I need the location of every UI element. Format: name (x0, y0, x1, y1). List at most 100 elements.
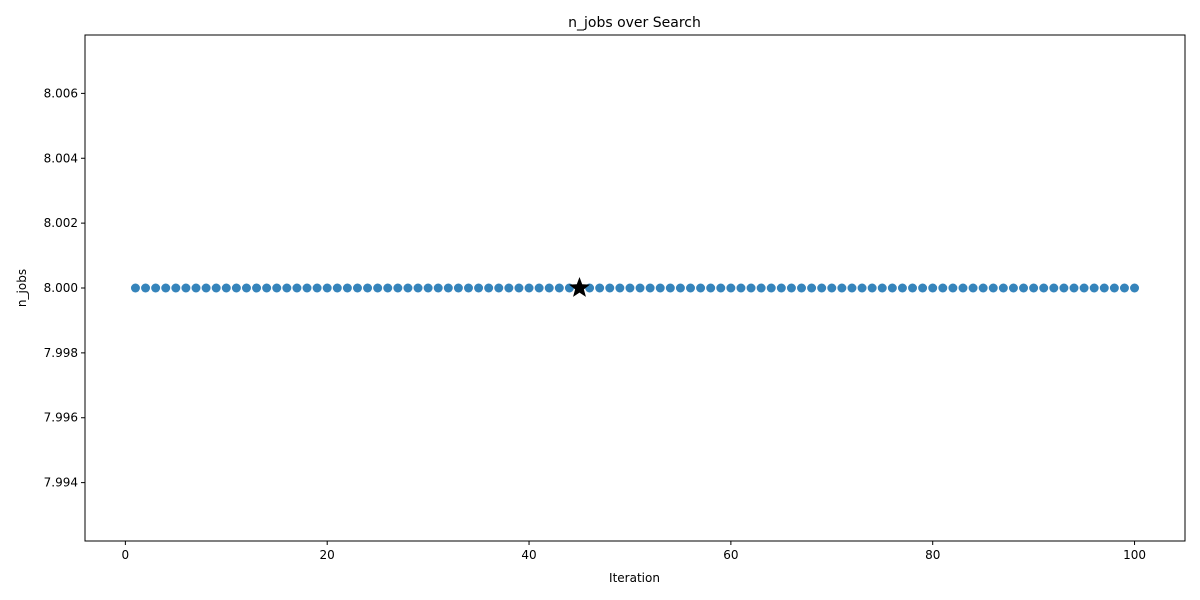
best-point-star (569, 277, 590, 297)
data-point (726, 283, 736, 293)
data-point (241, 283, 251, 293)
data-point (363, 283, 373, 293)
data-point (322, 283, 332, 293)
data-point (524, 283, 534, 293)
data-point (352, 283, 362, 293)
plot-frame (84, 34, 1186, 542)
data-point (958, 283, 968, 293)
y-tick-label: 8.002 (44, 216, 78, 230)
data-point (474, 283, 484, 293)
data-point (443, 283, 453, 293)
data-point (1039, 283, 1049, 293)
data-point (645, 283, 655, 293)
data-point (393, 283, 403, 293)
data-point (554, 283, 564, 293)
data-point (716, 283, 726, 293)
data-point (897, 283, 907, 293)
data-point (1119, 283, 1129, 293)
data-point (383, 283, 393, 293)
x-tick-label: 0 (122, 548, 130, 562)
data-point (736, 283, 746, 293)
data-point (615, 283, 625, 293)
data-point (130, 283, 140, 293)
data-point (484, 283, 494, 293)
data-point (494, 283, 504, 293)
data-point (1049, 283, 1059, 293)
data-point (706, 283, 716, 293)
data-point (918, 283, 928, 293)
data-point (1059, 283, 1069, 293)
data-point (837, 283, 847, 293)
data-point (1008, 283, 1018, 293)
data-point (655, 283, 665, 293)
data-point (928, 283, 938, 293)
data-point (595, 283, 605, 293)
x-axis: 0 20 40 60 80 100 (122, 541, 1146, 562)
data-point (847, 283, 857, 293)
data-point (675, 283, 685, 293)
x-tick-label: 20 (320, 548, 335, 562)
data-point (857, 283, 867, 293)
data-point (1130, 283, 1140, 293)
data-point (988, 283, 998, 293)
data-point (463, 283, 473, 293)
data-point (161, 283, 171, 293)
data-point (413, 283, 423, 293)
data-point (312, 283, 322, 293)
data-point (998, 283, 1008, 293)
data-point (332, 283, 342, 293)
y-tick-label: 8.000 (44, 281, 78, 295)
data-point (817, 283, 827, 293)
data-point (827, 283, 837, 293)
data-point (403, 283, 413, 293)
data-point (766, 283, 776, 293)
data-point (282, 283, 292, 293)
data-point (544, 283, 554, 293)
data-point (423, 283, 433, 293)
data-point (373, 283, 383, 293)
data-point (252, 283, 262, 293)
best-point-marker-group (569, 277, 590, 297)
data-point (948, 283, 958, 293)
data-point (1099, 283, 1109, 293)
data-point (514, 283, 524, 293)
data-point (342, 283, 352, 293)
data-point (665, 283, 675, 293)
data-point (968, 283, 978, 293)
data-point (453, 283, 463, 293)
data-point (625, 283, 635, 293)
data-point (1089, 283, 1099, 293)
data-point (504, 283, 514, 293)
data-point (1079, 283, 1089, 293)
data-point (887, 283, 897, 293)
data-point (534, 283, 544, 293)
y-axis: 7.994 7.996 7.998 8.000 8.002 8.004 8.006 (44, 86, 85, 490)
data-point (1019, 283, 1029, 293)
data-point (171, 283, 181, 293)
y-tick-label: 7.998 (44, 346, 78, 360)
data-point (877, 283, 887, 293)
data-point (746, 283, 756, 293)
data-point (191, 283, 201, 293)
data-point (262, 283, 272, 293)
y-tick-label: 8.006 (44, 86, 78, 100)
x-tick-label: 100 (1123, 548, 1146, 562)
data-point (201, 283, 211, 293)
x-axis-label: Iteration (609, 571, 660, 585)
chart-title: n_jobs over Search (568, 15, 701, 31)
data-point (786, 283, 796, 293)
data-point (272, 283, 282, 293)
data-point (686, 283, 696, 293)
data-point (151, 283, 161, 293)
data-point (433, 283, 443, 293)
data-point (292, 283, 302, 293)
data-point (302, 283, 312, 293)
data-point (776, 283, 786, 293)
y-tick-label: 7.996 (44, 411, 78, 425)
data-point (1069, 283, 1079, 293)
data-point (756, 283, 766, 293)
x-tick-label: 40 (521, 548, 536, 562)
y-tick-label: 7.994 (44, 476, 78, 490)
data-point (181, 283, 191, 293)
